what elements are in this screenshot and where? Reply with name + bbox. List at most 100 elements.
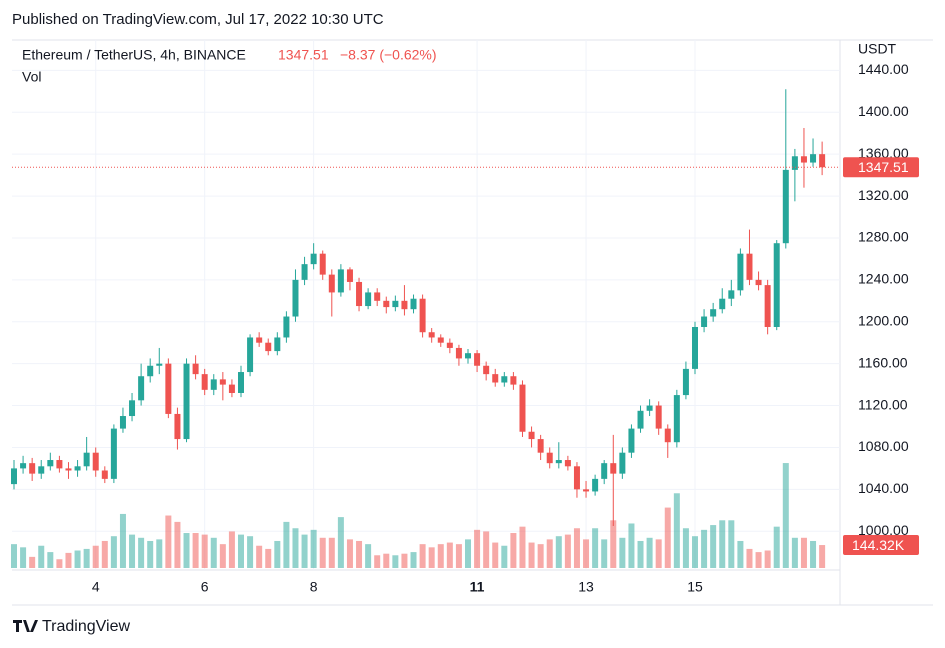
candle-body — [401, 300, 408, 310]
candle-body — [819, 154, 826, 168]
volume-bar — [346, 539, 353, 568]
candle-body — [692, 326, 698, 369]
candle-body — [465, 353, 471, 359]
candle-body — [810, 154, 817, 163]
candle-body — [210, 379, 217, 390]
volume-bar — [383, 553, 390, 568]
volume-bar — [782, 463, 789, 568]
candle-body — [238, 372, 244, 393]
candle-body — [710, 309, 717, 317]
candle-body — [310, 253, 317, 265]
candle-body — [228, 384, 235, 393]
volume-bar — [219, 544, 226, 568]
volume-bar — [673, 493, 680, 568]
candle-body — [610, 463, 617, 474]
volume-bar — [655, 539, 662, 568]
candle-body — [773, 243, 780, 327]
volume-bar — [192, 533, 199, 568]
candle-body — [519, 384, 526, 432]
y-tick-label: 1040.00 — [858, 480, 909, 496]
volume-bar — [546, 539, 553, 568]
volume-bar — [174, 521, 181, 568]
candle-body — [701, 316, 708, 327]
volume-bar — [446, 542, 453, 568]
candle-body — [592, 478, 599, 492]
y-tick-label: 1440.00 — [858, 61, 909, 77]
volume-bar — [701, 529, 708, 568]
volume-bar — [20, 547, 27, 568]
y-tick-label: 1240.00 — [858, 271, 909, 287]
candle-body — [29, 463, 36, 474]
volume-bar — [210, 537, 217, 568]
candle-body — [383, 300, 390, 308]
volume-bar — [228, 531, 235, 568]
x-tick-label: 6 — [201, 579, 209, 595]
volume-bar — [337, 517, 344, 568]
volume-bar — [74, 550, 81, 568]
candle-body — [74, 466, 81, 471]
volume-bar — [628, 523, 635, 568]
candle-body — [147, 365, 154, 377]
volume-bar — [374, 555, 381, 568]
candle-body — [392, 300, 399, 308]
volume-bar — [746, 548, 753, 568]
candle-body — [256, 337, 263, 343]
symbol-title: Ethereum / TetherUS, 4h, BINANCE — [22, 47, 246, 63]
candle-body — [746, 253, 753, 280]
candle-body — [455, 347, 462, 359]
candle-body — [564, 460, 571, 467]
volume-bar — [356, 540, 363, 568]
candle-body — [492, 374, 499, 383]
candle-body — [655, 405, 662, 429]
volume-bar — [773, 526, 780, 568]
candle-body — [782, 169, 789, 244]
x-tick-label: 4 — [92, 579, 100, 595]
volume-tag — [843, 535, 919, 556]
candle-body — [764, 285, 771, 327]
volume-bar — [165, 515, 172, 568]
candle-body — [528, 431, 535, 440]
candle-body — [501, 376, 508, 383]
candle-body — [510, 376, 517, 385]
candle-body — [446, 342, 453, 348]
volume-bar — [710, 525, 717, 568]
volume-bar — [528, 542, 535, 568]
candle-body — [38, 466, 45, 474]
volume-bar — [519, 526, 526, 568]
candle-body — [601, 463, 608, 479]
volume-bar — [201, 534, 208, 568]
volume-bar — [83, 548, 90, 568]
candle-body — [156, 363, 163, 366]
volume-bar — [147, 540, 154, 568]
candle-body — [319, 253, 326, 275]
volume-bar — [755, 552, 762, 568]
y-axis-label: USDT — [858, 41, 897, 57]
candle-body — [292, 279, 299, 317]
candle-body — [646, 405, 653, 411]
volume-bar — [465, 539, 471, 568]
volume-bar — [101, 540, 108, 568]
price-tag — [843, 157, 919, 178]
candle-body — [119, 416, 126, 429]
candle-body — [483, 365, 490, 375]
volume-bar — [292, 528, 299, 568]
x-tick-label: 11 — [470, 579, 485, 595]
volume-bar — [138, 537, 145, 568]
candle-body — [346, 269, 353, 282]
candle-body — [301, 264, 308, 280]
logo: TradingView — [13, 618, 130, 635]
candle-body — [437, 337, 444, 343]
plot — [11, 40, 840, 570]
volume-bar — [555, 536, 562, 568]
candle-body — [337, 269, 344, 293]
candle-body — [555, 460, 562, 464]
candle-body — [110, 428, 117, 479]
volume-bar — [29, 556, 36, 568]
candle-body — [410, 298, 417, 310]
volume-bar — [664, 507, 671, 568]
volume-bar — [183, 533, 190, 568]
volume-bar — [610, 520, 617, 568]
volume-bar — [437, 544, 444, 568]
volume-bar — [510, 533, 517, 568]
candle-body — [737, 253, 744, 291]
